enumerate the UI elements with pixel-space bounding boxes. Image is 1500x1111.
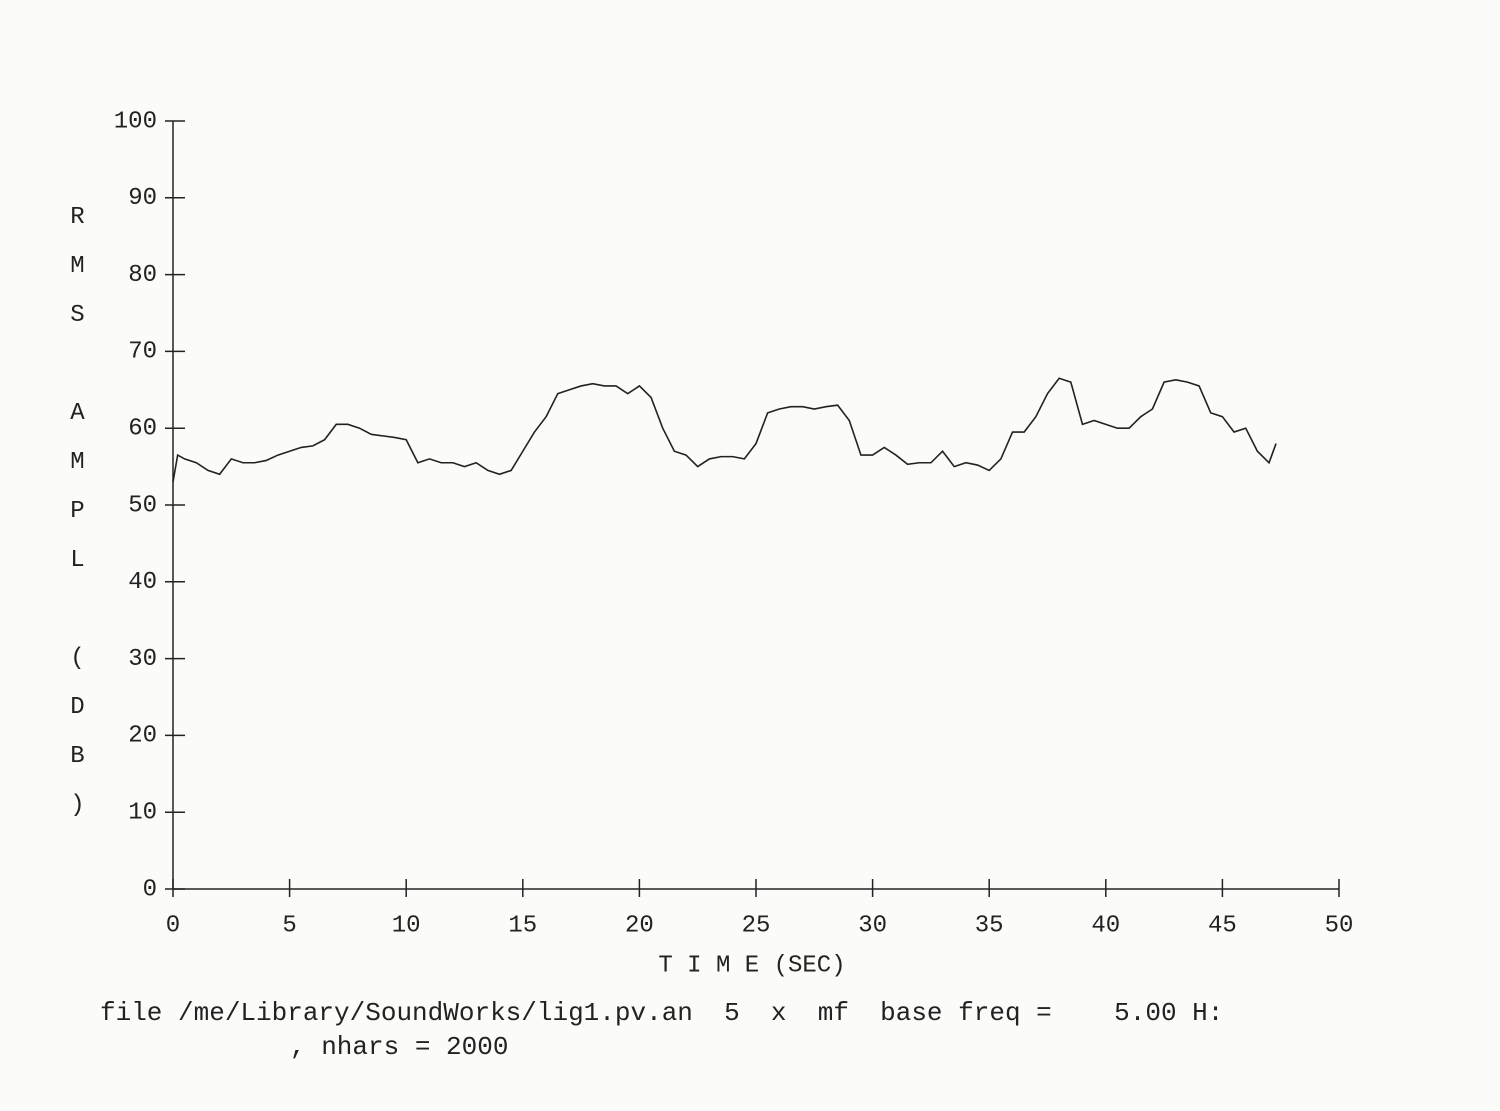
x-tick-label: 0 bbox=[166, 912, 180, 939]
x-tick-label: 20 bbox=[625, 912, 654, 939]
y-tick-label: 90 bbox=[128, 185, 157, 212]
y-tick-label: 0 bbox=[143, 876, 157, 903]
x-tick-label: 50 bbox=[1325, 912, 1354, 939]
x-tick-label: 5 bbox=[282, 912, 296, 939]
y-tick-label: 10 bbox=[128, 800, 157, 827]
y-tick-label: 70 bbox=[128, 339, 157, 366]
annotation: , nhars = 2000 bbox=[290, 1032, 509, 1062]
y-tick-label: 80 bbox=[128, 262, 157, 289]
y-axis-label: RMS AMPL (DB) bbox=[64, 204, 91, 841]
x-tick-label: 10 bbox=[392, 912, 421, 939]
y-tick-label: 60 bbox=[128, 416, 157, 443]
x-tick-label: 30 bbox=[858, 912, 887, 939]
x-tick-label: 45 bbox=[1208, 912, 1237, 939]
annotation: file /me/Library/SoundWorks/lig1.pv.an 5… bbox=[100, 998, 1224, 1028]
x-tick-label: 15 bbox=[508, 912, 537, 939]
x-tick-label: 25 bbox=[742, 912, 771, 939]
x-axis-label: T I M E (SEC) bbox=[658, 952, 845, 979]
y-tick-label: 100 bbox=[114, 108, 157, 135]
y-tick-label: 30 bbox=[128, 646, 157, 673]
y-tick-label: 40 bbox=[128, 569, 157, 596]
y-tick-label: 50 bbox=[128, 492, 157, 519]
y-tick-label: 20 bbox=[128, 723, 157, 750]
x-tick-label: 35 bbox=[975, 912, 1004, 939]
data-line bbox=[172, 377, 1277, 483]
x-tick-label: 40 bbox=[1091, 912, 1120, 939]
